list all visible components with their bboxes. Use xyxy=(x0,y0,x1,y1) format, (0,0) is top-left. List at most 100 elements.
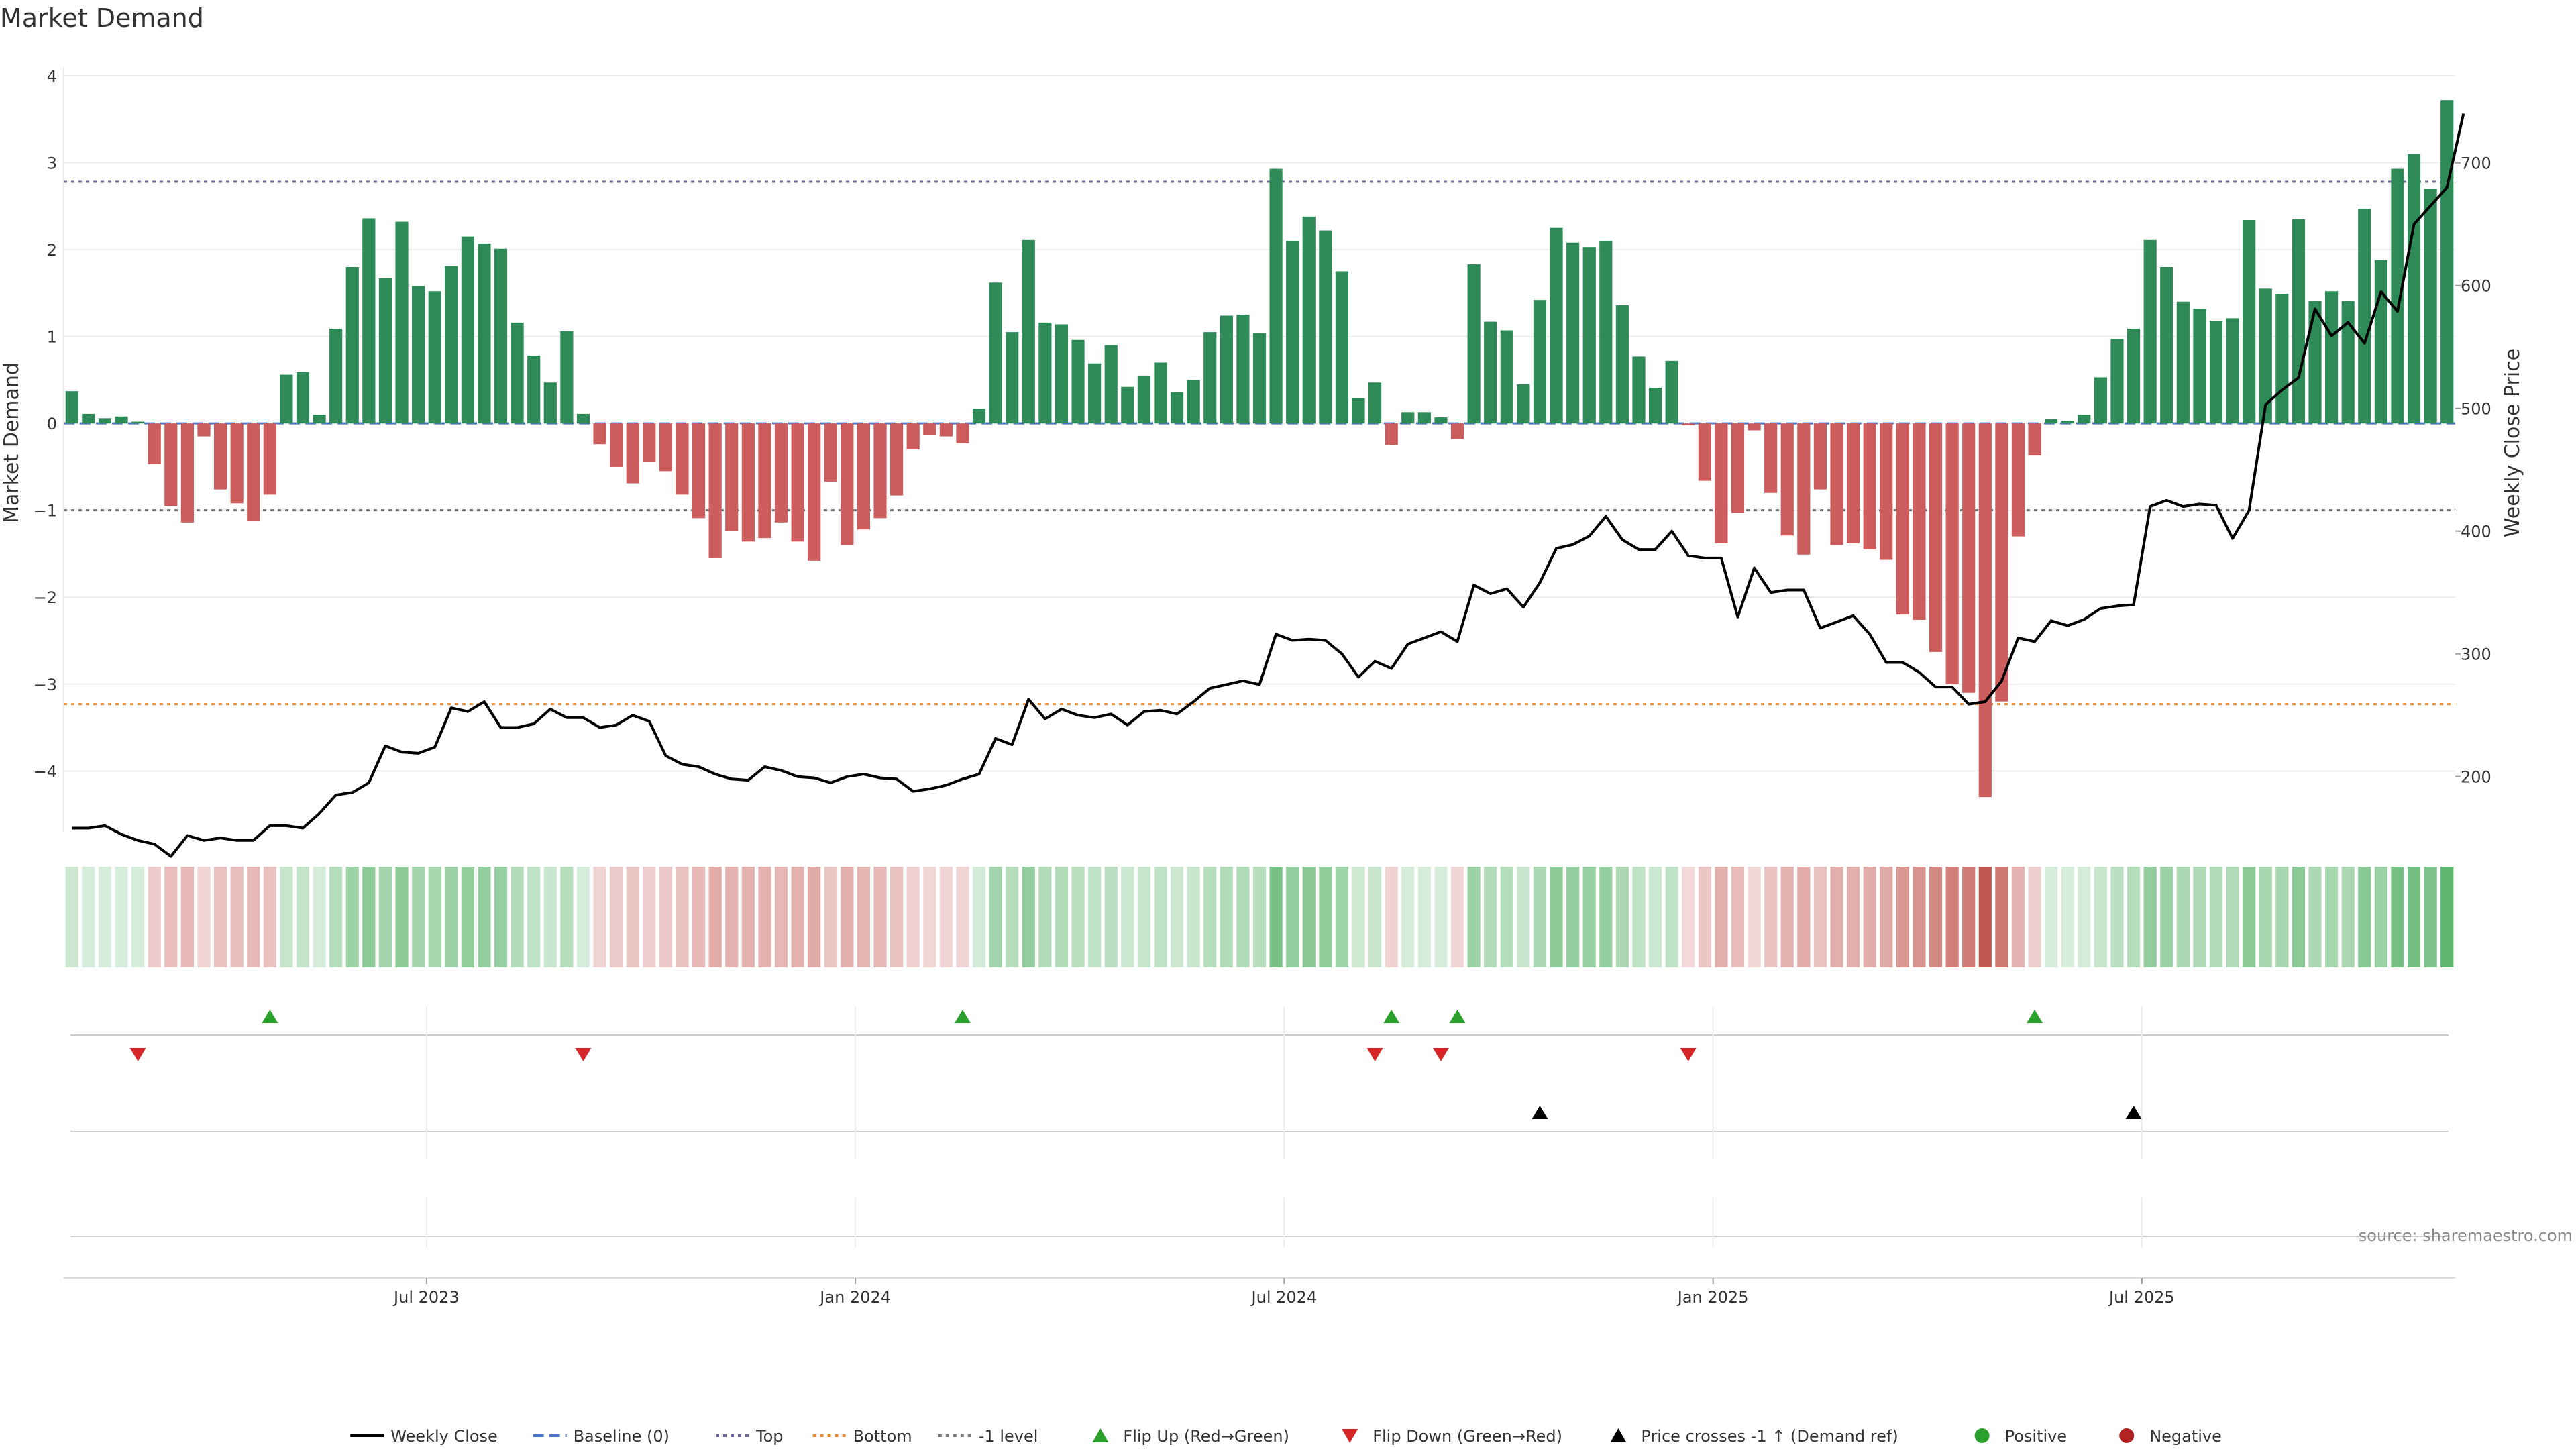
heat-cell xyxy=(1006,867,1019,967)
demand-bar xyxy=(197,423,211,437)
heat-cell xyxy=(725,867,739,967)
legend-item: -1 level xyxy=(938,1427,1038,1446)
demand-bar xyxy=(1748,423,1761,431)
demand-bar xyxy=(1286,241,1299,424)
heat-cell xyxy=(131,867,145,967)
heat-cell xyxy=(873,867,887,967)
heat-cell xyxy=(461,867,474,967)
demand-bar xyxy=(1731,423,1745,513)
heat-cell xyxy=(1137,867,1150,967)
right-tick-label: 300 xyxy=(2461,645,2491,664)
heat-cell xyxy=(2127,867,2141,967)
x-tick-label: Jan 2025 xyxy=(1676,1288,1749,1307)
heat-cell xyxy=(1682,867,1695,967)
heat-cell xyxy=(2160,867,2174,967)
demand-bar xyxy=(180,423,194,523)
demand-bar xyxy=(1467,264,1481,424)
heat-cell xyxy=(2193,867,2206,967)
heat-cell xyxy=(643,867,656,967)
heat-cell xyxy=(345,867,359,967)
price-line xyxy=(72,113,2465,858)
event-markers xyxy=(70,1006,2449,1248)
heat-cell xyxy=(1368,867,1382,967)
heat-cell xyxy=(1863,867,1876,967)
flip-up-marker xyxy=(1383,1010,1400,1023)
demand-bar xyxy=(478,243,491,424)
heat-cell xyxy=(180,867,194,967)
demand-bar xyxy=(808,423,821,561)
legend-label: Negative xyxy=(2149,1427,2222,1446)
heat-cell xyxy=(1236,867,1250,967)
demand-bar xyxy=(527,356,541,424)
demand-bar xyxy=(758,423,771,539)
right-tick-label: 500 xyxy=(2461,400,2491,419)
flip-up-marker xyxy=(2027,1010,2043,1023)
legend-item: Flip Down (Green→Red) xyxy=(1342,1427,1562,1446)
legend-label: Flip Up (Red→Green) xyxy=(1123,1427,1289,1446)
legend-item: Flip Up (Red→Green) xyxy=(1092,1427,1289,1446)
heat-cell xyxy=(1566,867,1580,967)
heat-cell xyxy=(2292,867,2306,967)
demand-bar xyxy=(1863,423,1876,549)
demand-bar xyxy=(1880,423,1893,560)
heat-cell xyxy=(1352,867,1365,967)
demand-bar xyxy=(65,391,78,424)
demand-bar xyxy=(1929,423,1943,652)
heat-cell xyxy=(494,867,508,967)
demand-bar xyxy=(2226,318,2239,424)
heat-cell xyxy=(412,867,425,967)
heat-cell xyxy=(1550,867,1563,967)
demand-bar xyxy=(824,423,837,482)
demand-bar xyxy=(378,278,392,424)
demand-bar xyxy=(1385,423,1398,445)
heat-cell xyxy=(2226,867,2239,967)
demand-bar xyxy=(2424,189,2437,424)
demand-bar xyxy=(280,374,293,424)
demand-bar xyxy=(1665,360,1678,424)
demand-bar xyxy=(1715,423,1728,543)
heat-cell xyxy=(329,867,343,967)
heat-cell xyxy=(2011,867,2025,967)
heat-cell xyxy=(1170,867,1184,967)
heat-cell xyxy=(2275,867,2289,967)
demand-bar xyxy=(939,423,953,437)
demand-bar xyxy=(2308,301,2322,424)
demand-bar xyxy=(2160,266,2174,424)
demand-bar xyxy=(1401,412,1415,424)
heat-cell xyxy=(692,867,706,967)
heat-cell xyxy=(65,867,78,967)
heat-cell xyxy=(428,867,441,967)
right-y-axis: 700 600 500 400 300 200 xyxy=(2455,154,2491,787)
heat-cell xyxy=(1104,867,1118,967)
heat-cell xyxy=(1978,867,1992,967)
demand-bar xyxy=(1913,423,1926,620)
demand-bar xyxy=(428,291,441,424)
right-tick-label: 700 xyxy=(2461,154,2491,173)
demand-bar xyxy=(2407,154,2421,424)
heat-cell xyxy=(2028,867,2041,967)
demand-bar xyxy=(1187,380,1200,424)
legend-item: Baseline (0) xyxy=(533,1427,669,1446)
demand-bar xyxy=(906,423,920,449)
demand-bar xyxy=(494,248,508,424)
demand-bar xyxy=(1632,356,1646,424)
demand-bar xyxy=(2078,415,2091,424)
heat-cell xyxy=(2440,867,2454,967)
demand-bar xyxy=(115,416,128,424)
demand-bar xyxy=(1698,423,1711,481)
heat-cell xyxy=(247,867,260,967)
heat-cell xyxy=(230,867,244,967)
x-tick-label: Jul 2024 xyxy=(1250,1288,1318,1307)
heat-cell xyxy=(313,867,326,967)
price-cross-marker xyxy=(2125,1106,2142,1119)
demand-bar xyxy=(2374,260,2387,424)
demand-bar xyxy=(2243,220,2256,424)
heat-cell xyxy=(148,867,161,967)
heat-cell xyxy=(263,867,276,967)
flip-down-marker xyxy=(575,1048,592,1061)
flip-down-marker xyxy=(1366,1048,1383,1061)
heat-cell xyxy=(610,867,623,967)
heat-cell xyxy=(824,867,837,967)
heat-cell xyxy=(1715,867,1728,967)
